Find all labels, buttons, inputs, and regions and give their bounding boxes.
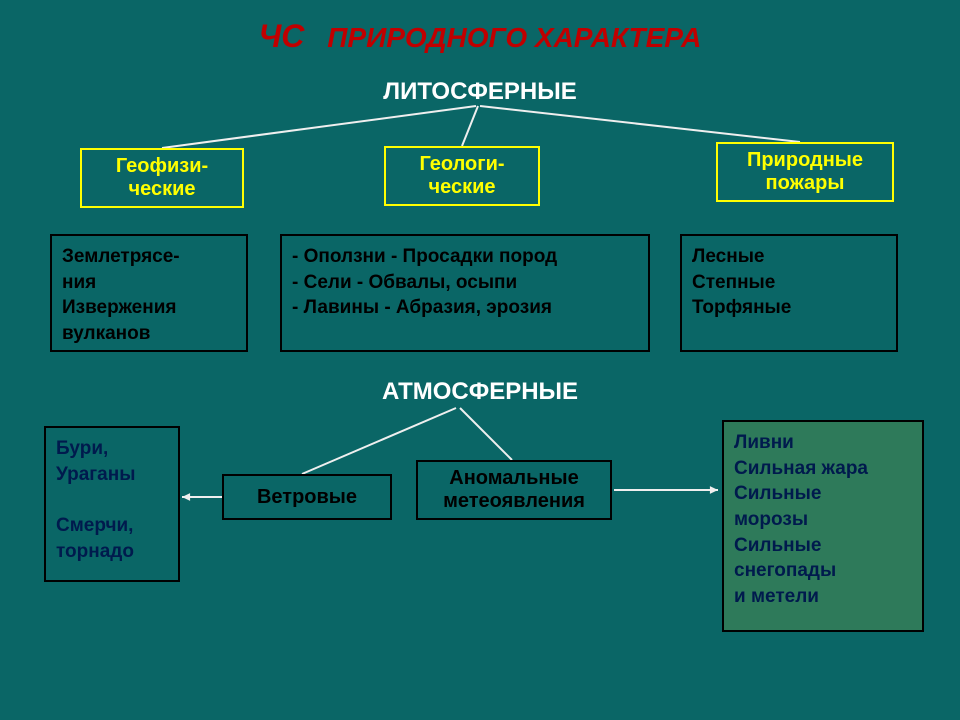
title-part2: ПРИРОДНОГО ХАРАКТЕРА bbox=[327, 22, 701, 53]
section1-box-1: Геологи- ческие bbox=[384, 146, 540, 206]
section1-box-0: Геофизи- ческие bbox=[80, 148, 244, 208]
section2-detail-1: Ливни Сильная жара Сильные морозы Сильны… bbox=[722, 420, 924, 632]
section2-box-1: Аномальные метеоявления bbox=[416, 460, 612, 520]
section2-box-0: Ветровые bbox=[222, 474, 392, 520]
section1-detail-2: Лесные Степные Торфяные bbox=[680, 234, 898, 352]
main-title: ЧС ПРИРОДНОГО ХАРАКТЕРА bbox=[0, 18, 960, 55]
section1-box-2: Природные пожары bbox=[716, 142, 894, 202]
section1-detail-0: Землетрясе- ния Извержения вулканов bbox=[50, 234, 248, 352]
section1-heading: ЛИТОСФЕРНЫЕ bbox=[0, 78, 960, 106]
section1-detail-1: - Оползни - Просадки пород - Сели - Обва… bbox=[280, 234, 650, 352]
section2-detail-0: Бури, Ураганы Смерчи, торнадо bbox=[44, 426, 180, 582]
title-part1: ЧС bbox=[259, 18, 305, 54]
section2-heading: АТМОСФЕРНЫЕ bbox=[0, 378, 960, 406]
